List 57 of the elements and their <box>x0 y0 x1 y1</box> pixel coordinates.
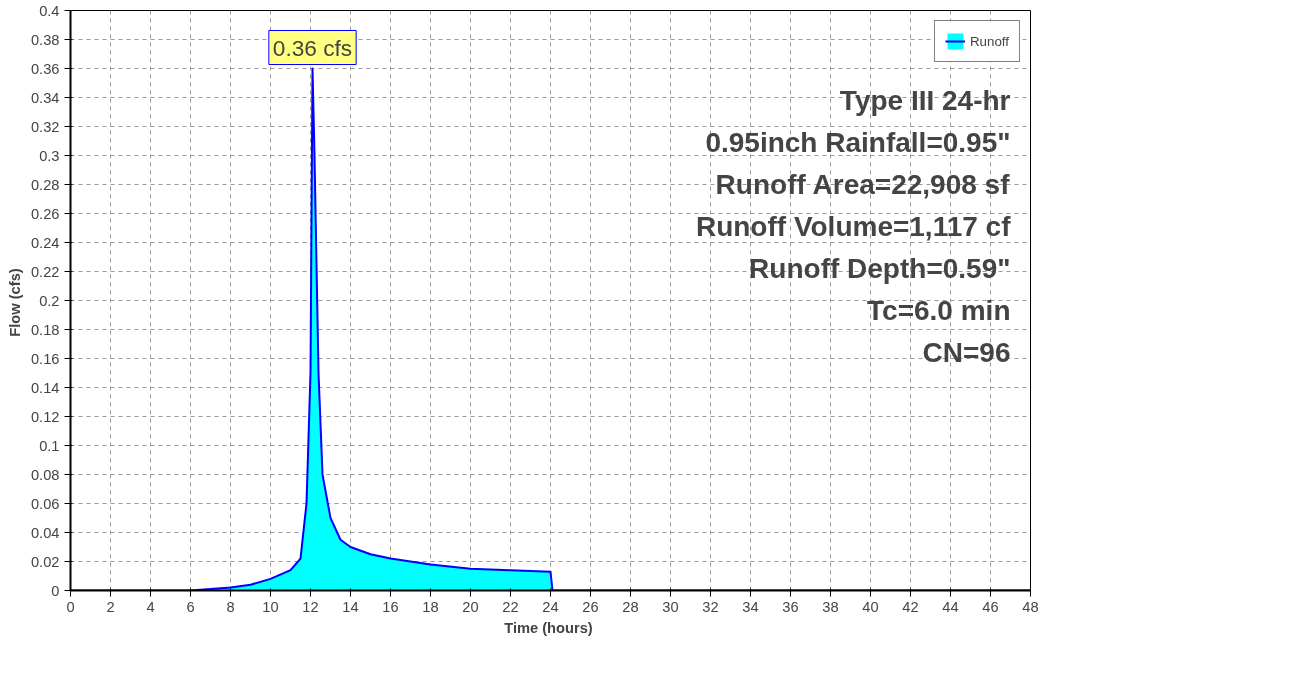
x-tick-label: 10 <box>262 598 279 615</box>
x-tick-label: 18 <box>422 598 439 615</box>
y-tick-label: 0.38 <box>30 31 60 48</box>
y-tick-label: 0.08 <box>30 466 60 483</box>
y-tick-label: 0.06 <box>30 495 60 512</box>
y-tick-label: 0.26 <box>30 205 60 222</box>
y-tick-label: 0.12 <box>30 408 60 425</box>
annotation: 0.36 cfs <box>272 34 353 61</box>
y-tick-label: 0 <box>51 582 60 599</box>
x-tick-label: 14 <box>342 598 359 615</box>
x-axis-title: Time (hours) <box>504 619 593 636</box>
x-tick-label: 42 <box>902 598 919 615</box>
x-tick-label: 38 <box>822 598 839 615</box>
x-tick-label: 16 <box>382 598 399 615</box>
y-axis-title: Flow (cfs) <box>6 268 23 337</box>
y-tick-label: 0.16 <box>30 350 60 367</box>
y-tick-label: 0.4 <box>39 2 60 19</box>
x-tick-label: 36 <box>782 598 799 615</box>
x-tick-label: 8 <box>226 598 235 615</box>
x-tick-label: 26 <box>582 598 599 615</box>
y-tick-label: 0.04 <box>30 524 60 541</box>
annotation: Runoff Area=22,908 sf <box>715 169 1011 200</box>
x-tick-label: 48 <box>1022 598 1039 615</box>
y-tick-label: 0.2 <box>39 292 60 309</box>
x-tick-label: 46 <box>982 598 999 615</box>
x-tick-label: 32 <box>702 598 719 615</box>
annotation: Type III 24-hr <box>839 85 1011 116</box>
x-tick-label: 28 <box>622 598 639 615</box>
legend-label: Runoff <box>969 33 1009 49</box>
y-tick-label: 0.14 <box>30 379 60 396</box>
x-tick-label: 30 <box>662 598 679 615</box>
x-tick-label: 12 <box>302 598 319 615</box>
annotation: CN=96 <box>922 337 1011 368</box>
x-tick-label: 4 <box>146 598 155 615</box>
x-tick-label: 0 <box>66 598 75 615</box>
y-tick-label: 0.34 <box>30 89 60 106</box>
y-tick-label: 0.32 <box>30 118 60 135</box>
x-tick-label: 2 <box>106 598 115 615</box>
x-tick-label: 44 <box>942 598 959 615</box>
x-tick-label: 22 <box>502 598 519 615</box>
annotation: Runoff Depth=0.59" <box>749 253 1011 284</box>
x-tick-label: 24 <box>542 598 559 615</box>
annotation: Tc=6.0 min <box>867 295 1011 326</box>
y-tick-label: 0.28 <box>30 176 60 193</box>
y-tick-label: 0.22 <box>30 263 60 280</box>
y-tick-label: 0.24 <box>30 234 60 251</box>
x-tick-label: 40 <box>862 598 879 615</box>
x-tick-label: 34 <box>742 598 759 615</box>
annotation: Runoff Volume=1,117 cf <box>695 211 1012 242</box>
y-tick-label: 0.18 <box>30 321 60 338</box>
y-tick-label: 0.1 <box>39 437 60 454</box>
x-tick-label: 20 <box>462 598 479 615</box>
x-tick-label: 6 <box>186 598 195 615</box>
annotation: 0.95inch Rainfall=0.95" <box>705 127 1011 158</box>
y-tick-label: 0.3 <box>39 147 60 164</box>
y-tick-label: 0.02 <box>30 553 60 570</box>
y-tick-label: 0.36 <box>30 60 60 77</box>
